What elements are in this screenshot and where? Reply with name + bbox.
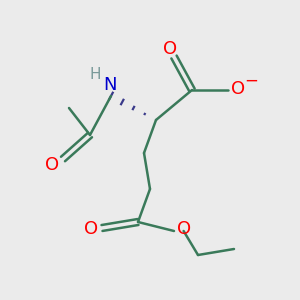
Text: O: O [83,220,98,238]
Text: −: − [244,72,258,90]
Text: O: O [176,220,191,238]
Text: N: N [103,76,116,94]
Text: O: O [163,40,178,58]
Text: O: O [45,156,60,174]
Text: O: O [230,80,245,98]
Text: H: H [90,67,101,82]
